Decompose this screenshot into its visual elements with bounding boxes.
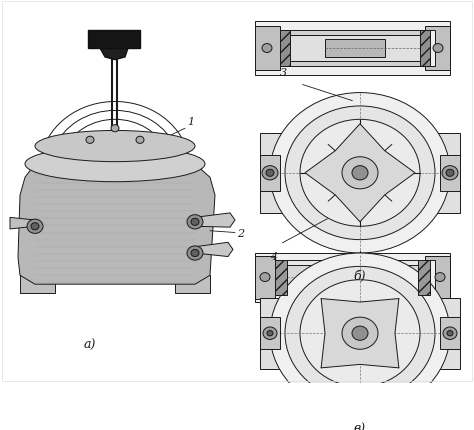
Bar — [290, 62, 425, 67]
Text: 1: 1 — [187, 117, 194, 127]
Circle shape — [263, 327, 277, 340]
Circle shape — [270, 93, 450, 253]
Bar — [255, 22, 450, 76]
Polygon shape — [18, 165, 215, 285]
Circle shape — [285, 267, 435, 400]
Polygon shape — [20, 276, 55, 293]
Circle shape — [267, 331, 273, 336]
Circle shape — [300, 120, 420, 227]
Polygon shape — [195, 213, 235, 227]
Bar — [440, 156, 460, 191]
Polygon shape — [100, 49, 128, 61]
Circle shape — [447, 331, 453, 336]
Polygon shape — [88, 31, 140, 49]
Polygon shape — [260, 133, 460, 213]
Polygon shape — [425, 27, 450, 71]
Circle shape — [262, 44, 272, 53]
Circle shape — [260, 273, 270, 282]
Bar — [260, 317, 280, 350]
Bar — [260, 156, 280, 191]
Bar — [275, 261, 287, 295]
Bar — [418, 261, 430, 295]
Circle shape — [300, 280, 420, 387]
Bar — [287, 261, 418, 295]
Bar — [255, 253, 450, 302]
Text: а): а) — [84, 338, 96, 351]
Circle shape — [262, 166, 278, 181]
Polygon shape — [175, 276, 210, 293]
Circle shape — [446, 170, 454, 177]
Text: 2: 2 — [237, 228, 244, 238]
Circle shape — [187, 215, 203, 229]
Circle shape — [27, 220, 43, 234]
Ellipse shape — [35, 131, 195, 162]
Polygon shape — [20, 249, 45, 262]
Ellipse shape — [25, 147, 205, 182]
Text: 4: 4 — [270, 252, 277, 261]
Polygon shape — [260, 298, 460, 369]
Circle shape — [191, 250, 199, 257]
Polygon shape — [255, 256, 287, 300]
Circle shape — [191, 219, 199, 226]
Circle shape — [342, 317, 378, 350]
Circle shape — [111, 126, 119, 132]
Polygon shape — [10, 218, 35, 229]
Circle shape — [86, 137, 94, 144]
Polygon shape — [195, 243, 233, 257]
Circle shape — [442, 166, 458, 181]
Text: в): в) — [354, 422, 366, 430]
Circle shape — [136, 137, 144, 144]
Bar — [280, 31, 290, 67]
Polygon shape — [321, 299, 399, 368]
Circle shape — [435, 273, 445, 282]
Bar — [440, 317, 460, 350]
Circle shape — [31, 223, 39, 230]
Polygon shape — [425, 256, 450, 300]
Circle shape — [352, 166, 368, 181]
Bar — [325, 40, 385, 58]
Bar — [420, 31, 430, 67]
Text: б): б) — [354, 270, 366, 283]
Circle shape — [433, 44, 443, 53]
Circle shape — [352, 326, 368, 341]
Circle shape — [285, 107, 435, 240]
Circle shape — [187, 246, 203, 261]
Circle shape — [270, 253, 450, 414]
Polygon shape — [305, 124, 415, 222]
Circle shape — [342, 157, 378, 189]
Circle shape — [266, 170, 274, 177]
Bar — [290, 31, 425, 36]
Text: 3: 3 — [280, 68, 287, 77]
Bar — [287, 266, 418, 290]
Polygon shape — [255, 27, 290, 71]
Bar — [290, 36, 425, 62]
Circle shape — [443, 327, 457, 340]
Bar — [330, 270, 380, 286]
